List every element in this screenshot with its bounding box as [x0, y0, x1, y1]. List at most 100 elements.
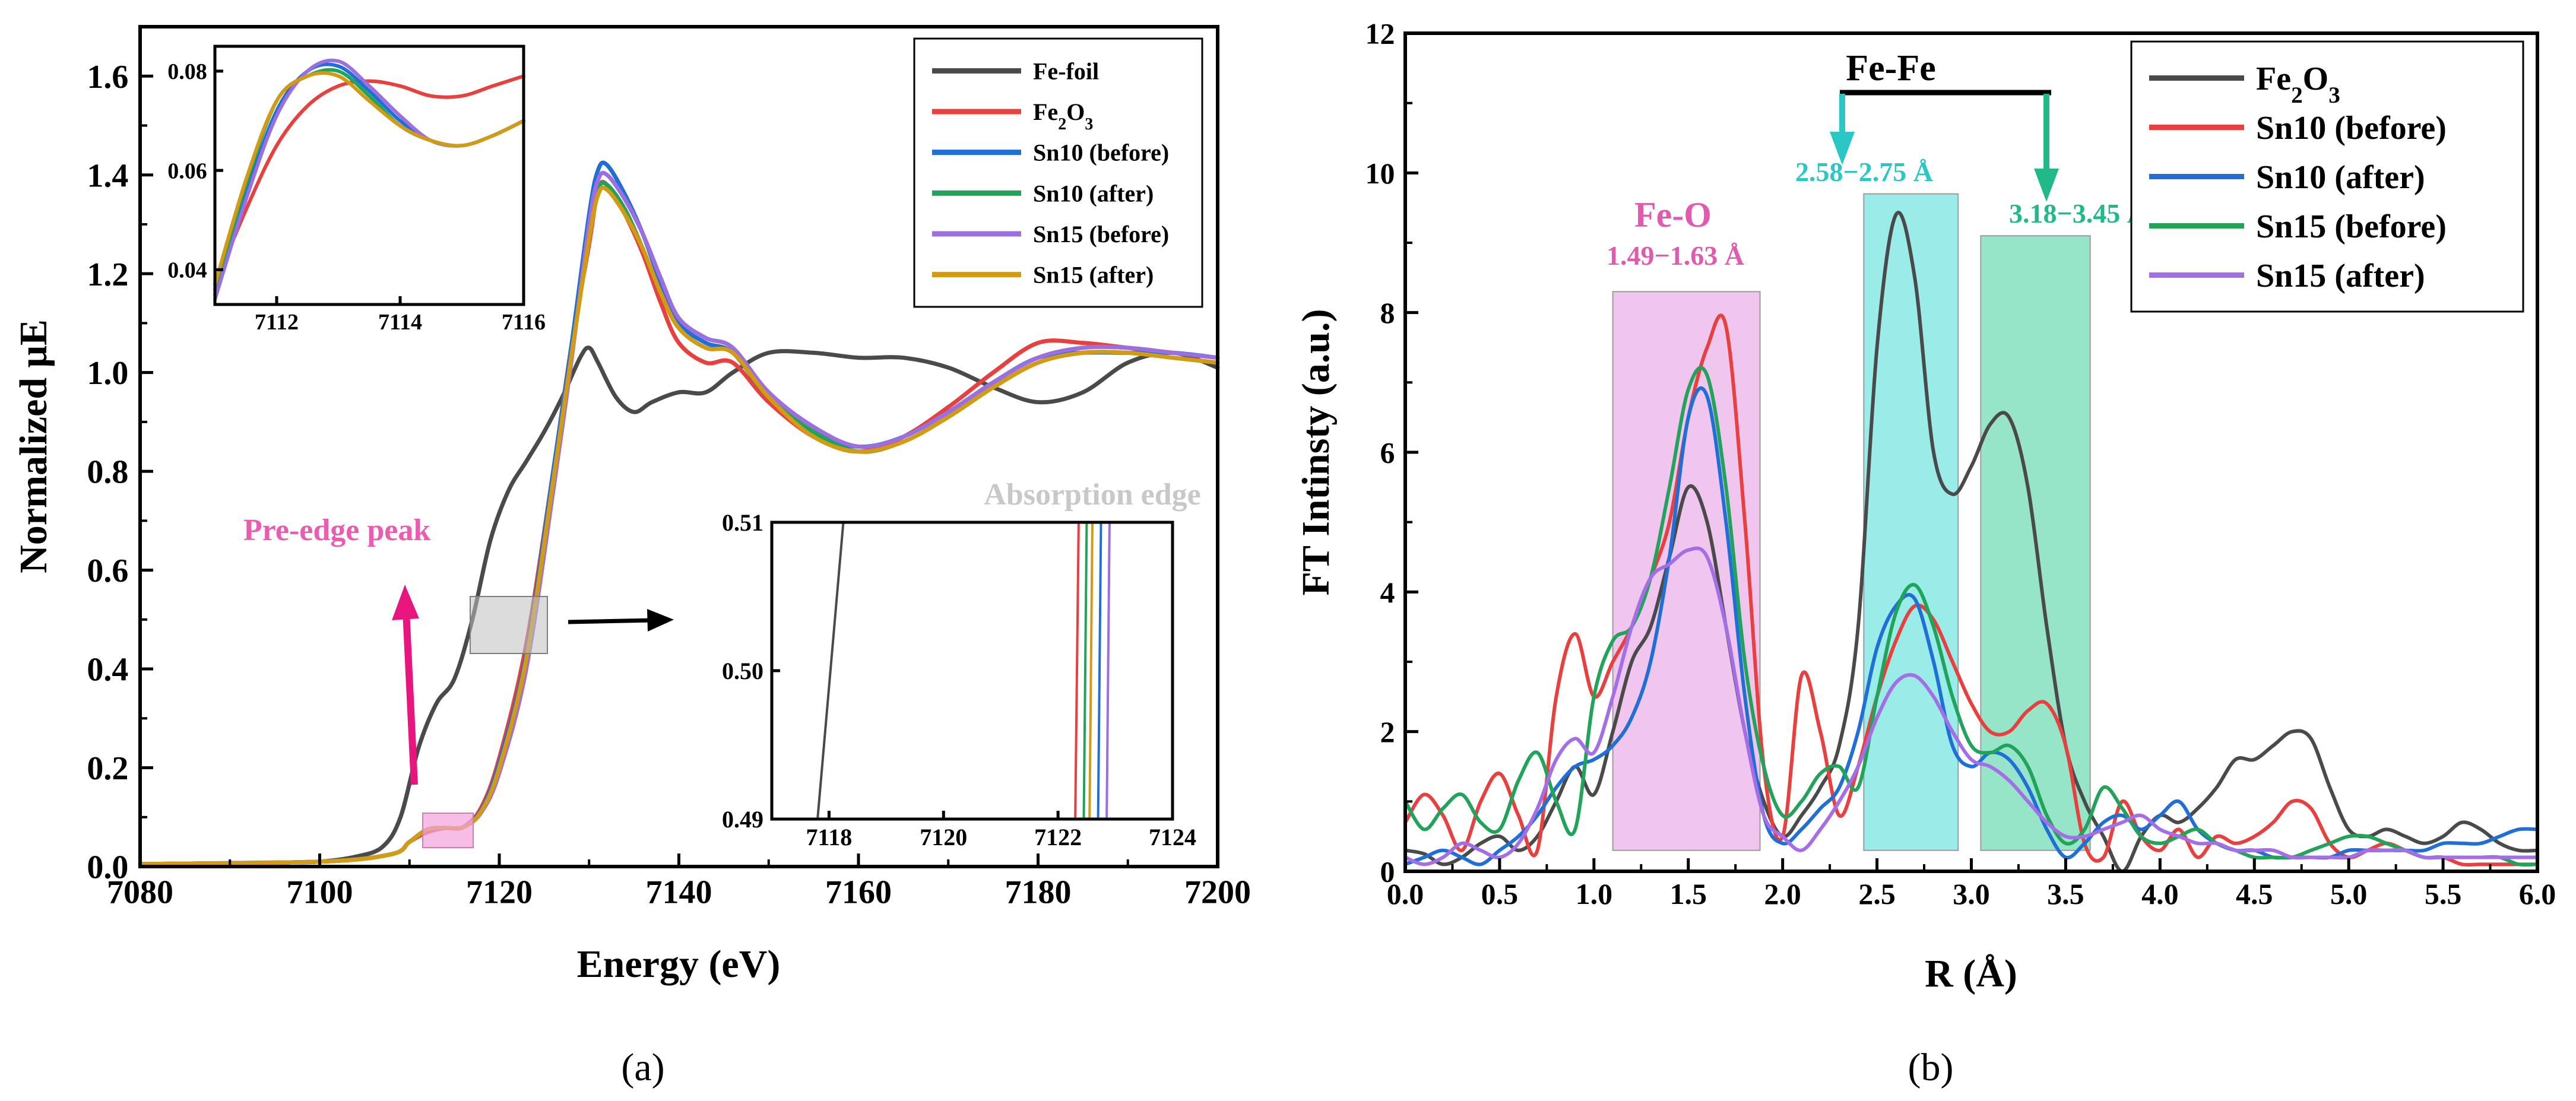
x-tick-label: 0.5: [1481, 877, 1519, 910]
y-tick-label: 0.04: [167, 258, 207, 283]
x-tick-label: 7118: [806, 824, 853, 851]
panel-a-xlabel: Energy (eV): [577, 943, 781, 986]
y-tick-label: 4: [1380, 576, 1395, 609]
fe-fe-short-range-label: 2.58−2.75 Å: [1795, 157, 1933, 187]
x-tick-label: 1.5: [1670, 877, 1707, 910]
fe-fe-label: Fe-Fe: [1846, 48, 1935, 88]
x-tick-label: 7120: [920, 824, 967, 851]
panel-b-ylabel: FT Intinsty (a.u.): [1294, 309, 1338, 596]
y-tick-label: 0.6: [87, 553, 128, 589]
x-tick-label: 4.0: [2141, 877, 2179, 910]
legend-entry-sn10-after: Sn10 (after): [1033, 180, 1154, 207]
legend-entry-sn10-before: Sn10 (before): [2256, 110, 2447, 147]
series-line-sn15-before: [1403, 366, 2539, 867]
y-tick-label: 1.0: [87, 355, 128, 392]
x-tick-label: 7124: [1149, 824, 1196, 851]
y-tick-label: 10: [1365, 157, 1395, 190]
pre-edge-label: Pre-edge peak: [243, 513, 430, 547]
legend-entry-sn15-before: Sn15 (before): [2256, 208, 2447, 245]
x-tick-label: 1.0: [1576, 877, 1613, 910]
y-tick-label: 0.0: [87, 849, 128, 886]
y-tick-label: 0.49: [722, 806, 763, 833]
x-tick-label: 7114: [378, 310, 422, 335]
series-line-fe-o: [1403, 211, 2539, 873]
y-tick-label: 0.51: [722, 509, 763, 536]
series-line-sn15-after: [1403, 546, 2539, 867]
x-tick-label: 2.5: [1858, 877, 1896, 910]
absorption-edge-highlight-box: [470, 596, 548, 654]
inset-absorption-edge: 7118 7120 7122 7124 0.49 0.50 0.51: [722, 509, 1196, 851]
x-tick-label: 7122: [1034, 824, 1082, 851]
series-line-sn10-before: [1403, 313, 2539, 867]
series-line-fe-foil: [816, 521, 845, 820]
series-line-sn15-after: [1088, 521, 1094, 820]
x-tick-label: 7120: [466, 874, 533, 911]
x-tick-label: 3.5: [2047, 877, 2084, 910]
panel-a-label: (a): [621, 1046, 664, 1089]
legend-entry-fe-foil: Fe-foil: [1033, 58, 1099, 84]
y-tick-label: 1.6: [87, 59, 128, 96]
fe-fe-long-range-label: 3.18−3.45 Å: [2009, 198, 2147, 229]
y-tick-label: 2: [1380, 715, 1395, 748]
y-tick-label: 0.08: [167, 59, 207, 84]
y-tick-label: 0: [1380, 855, 1395, 889]
series-line-sn10-after: [1082, 521, 1088, 820]
panel-a-frame: [138, 25, 1219, 868]
legend-entry-sn10-after: Sn10 (after): [2256, 159, 2425, 196]
absorption-edge-label: Absorption edge: [984, 478, 1200, 512]
x-tick-label: 7200: [1184, 874, 1251, 911]
pre-edge-highlight-box: [422, 813, 474, 848]
x-tick-label: 7160: [825, 874, 892, 911]
panel-a-legend: Fe-foil Fe2O3 Sn10 (before) Sn10 (after) Sn1…: [913, 37, 1203, 308]
fe-o-label: Fe-O: [1634, 195, 1712, 234]
x-tick-label: 7112: [255, 310, 299, 335]
x-tick-label: 7140: [646, 874, 712, 911]
region-fe-fe-short: [1863, 193, 1959, 851]
pre-edge-arrow-head: [392, 585, 419, 620]
pre-edge-arrow: [403, 611, 418, 785]
series-line-fe-foil: [138, 345, 1220, 867]
fe-fe-short-arrow-head: [1830, 132, 1855, 165]
legend-entry-sn15-before: Sn15 (before): [1033, 221, 1169, 248]
series-line-sn15-after: [213, 71, 525, 287]
y-tick-label: 0.8: [87, 454, 128, 491]
panel-a-chart: 7080 7100 7120 7140 7160 7180 7200 0.0 0.2 0.4 0.6…: [12, 25, 1251, 1089]
x-tick-label: 5.5: [2425, 877, 2462, 910]
panel-b-xlabel: R (Å): [1925, 952, 2017, 995]
x-tick-label: 6.0: [2519, 877, 2556, 910]
series-line-sn15-before: [1105, 521, 1111, 820]
y-tick-label: 0.2: [87, 750, 128, 787]
x-tick-label: 7116: [502, 310, 546, 335]
legend-entry-sn15-after: Sn15 (after): [2256, 258, 2425, 294]
x-tick-label: 0.0: [1387, 877, 1424, 910]
legend-entry-fe-o: Fe2O3: [1033, 99, 1093, 134]
panel-b-frame: [1403, 31, 2539, 873]
y-tick-label: 12: [1365, 17, 1395, 50]
x-tick-label: 2.0: [1764, 877, 1801, 910]
x-tick-label: 5.0: [2330, 877, 2368, 910]
region-fe-o: [1612, 291, 1761, 851]
series-line-sn10-before: [1097, 521, 1102, 820]
x-tick-label: 4.5: [2236, 877, 2273, 910]
x-tick-label: 7100: [287, 874, 353, 911]
zoom-arrow-head: [647, 609, 674, 632]
panel-b-label: (b): [1908, 1046, 1954, 1089]
y-tick-label: 6: [1380, 436, 1395, 469]
y-tick-label: 1.2: [87, 256, 128, 293]
zoom-arrow: [568, 618, 654, 624]
y-tick-label: 0.50: [722, 658, 763, 684]
fe-o-range-label: 1.49−1.63 Å: [1607, 240, 1744, 271]
legend-entry-fe-o: Fe2O3: [2256, 61, 2340, 108]
x-tick-label: 7180: [1005, 874, 1072, 911]
inset-pre-edge: 7112 7114 7116 0.04 0.06 0.08: [167, 45, 546, 335]
y-tick-label: 1.4: [87, 157, 128, 194]
legend-entry-sn10-before: Sn10 (before): [1033, 139, 1169, 166]
x-tick-label: 3.0: [1953, 877, 1990, 910]
legend-entry-sn15-after: Sn15 (after): [1033, 262, 1154, 288]
fe-fe-long-arrow-head: [2034, 169, 2059, 202]
series-line-fe-o: [1074, 521, 1080, 820]
y-tick-label: 8: [1380, 296, 1395, 329]
y-tick-label: 0.06: [167, 158, 207, 183]
